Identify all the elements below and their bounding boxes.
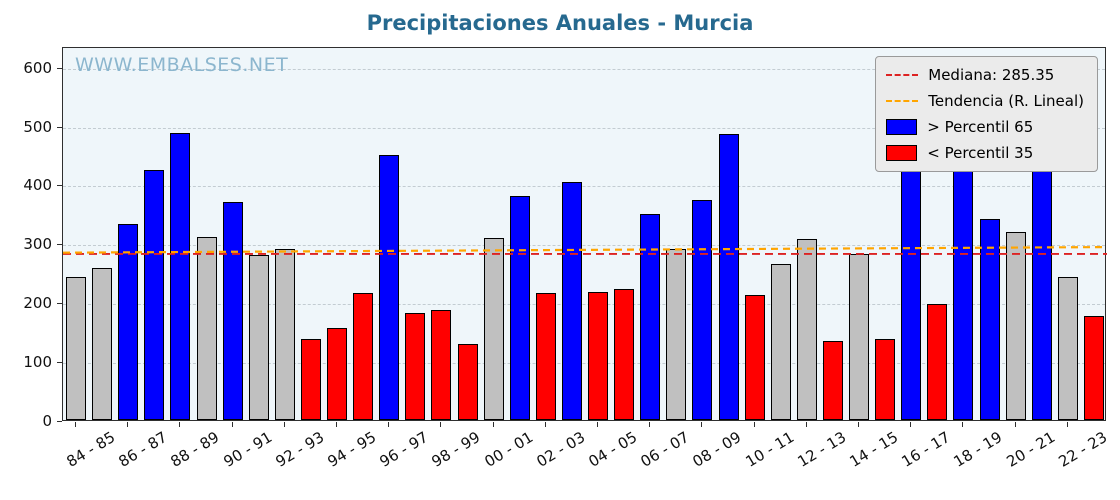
bar	[1083, 316, 1104, 420]
x-tick-mark	[597, 422, 599, 427]
y-tick-label: 400	[23, 176, 52, 195]
x-tick-mark	[1014, 422, 1016, 427]
x-tick-mark	[283, 422, 285, 427]
x-tick-mark	[231, 422, 233, 427]
bar	[405, 313, 426, 420]
grid-layer	[63, 48, 1105, 420]
bar	[640, 214, 661, 420]
legend-label: Mediana: 285.35	[928, 66, 1055, 84]
legend-label: Tendencia (R. Lineal)	[928, 92, 1084, 110]
y-tick-mark	[57, 185, 62, 187]
legend-patch-marker	[886, 145, 918, 161]
bar	[666, 249, 687, 420]
bar	[979, 218, 1000, 420]
bar	[1057, 277, 1078, 420]
bar	[535, 293, 556, 420]
legend-item-0: Mediana: 285.35	[886, 66, 1084, 84]
y-tick-label: 200	[23, 294, 52, 313]
bar	[822, 341, 843, 420]
y-tick-mark	[57, 303, 62, 305]
legend: Mediana: 285.35 Tendencia (R. Lineal) > Pe…	[875, 56, 1098, 172]
gridline	[63, 127, 1105, 129]
bar	[901, 166, 922, 420]
legend-line-marker	[886, 74, 919, 76]
x-tick-mark	[75, 422, 77, 427]
bar	[744, 295, 765, 420]
bar	[170, 133, 191, 420]
bar	[614, 289, 635, 420]
gridline	[63, 304, 1105, 306]
bar	[66, 277, 87, 420]
bar	[118, 224, 139, 420]
watermark: WWW.EMBALSES.NET	[75, 54, 289, 76]
y-tick-label: 600	[23, 58, 52, 77]
bar	[718, 133, 739, 420]
bar	[483, 238, 504, 420]
legend-label: < Percentil 35	[927, 144, 1034, 162]
legend-item-1: Tendencia (R. Lineal)	[886, 92, 1084, 110]
x-tick-mark	[336, 422, 338, 427]
y-tick-mark	[57, 421, 62, 422]
bar	[927, 303, 948, 420]
y-tick-label: 0	[42, 412, 52, 430]
bar	[222, 201, 243, 420]
gridline	[63, 245, 1105, 247]
bar	[692, 199, 713, 420]
bar	[875, 339, 896, 420]
bar	[1005, 231, 1026, 420]
x-tick-mark	[492, 422, 494, 427]
bar	[274, 249, 295, 420]
bar	[431, 309, 452, 420]
plot-area: WWW.EMBALSES.NET Mediana: 285.35 Tendenci…	[62, 47, 1107, 421]
legend-patch-marker	[886, 119, 918, 135]
x-tick-mark	[649, 422, 651, 427]
y-tick-label: 300	[23, 235, 52, 254]
gridline	[63, 363, 1105, 365]
legend-item-3: < Percentil 35	[886, 144, 1084, 162]
bar	[144, 169, 165, 420]
bar	[561, 182, 582, 420]
bar	[1031, 156, 1052, 420]
x-tick-mark	[701, 422, 703, 427]
x-tick-mark	[805, 422, 807, 427]
x-tick-mark	[127, 422, 129, 427]
bar	[796, 238, 817, 420]
bar	[300, 339, 321, 420]
y-tick-mark	[57, 126, 62, 128]
bar	[849, 253, 870, 420]
x-tick-mark	[858, 422, 860, 427]
bar	[770, 263, 791, 420]
bar	[588, 291, 609, 420]
gridline	[63, 68, 1105, 70]
x-tick-mark	[1066, 422, 1068, 427]
legend-item-2: > Percentil 65	[886, 118, 1084, 136]
bar	[196, 237, 217, 420]
bar	[379, 154, 400, 420]
x-tick-mark	[544, 422, 546, 427]
gridline	[63, 186, 1105, 188]
bar	[327, 328, 348, 420]
x-tick-mark	[962, 422, 964, 427]
x-tick-mark	[179, 422, 181, 427]
y-tick-mark	[57, 67, 62, 69]
x-tick-mark	[910, 422, 912, 427]
legend-line-marker	[886, 100, 919, 102]
y-tick-mark	[57, 244, 62, 246]
legend-label: > Percentil 65	[927, 118, 1034, 136]
bar	[509, 196, 530, 420]
x-tick-mark	[440, 422, 442, 427]
y-tick-label: 500	[23, 117, 52, 136]
y-tick-label: 100	[23, 353, 52, 372]
bar	[457, 344, 478, 420]
x-tick-mark	[388, 422, 390, 427]
bar	[92, 268, 113, 420]
chart-title: Precipitaciones Anuales - Murcia	[366, 11, 754, 35]
y-tick-mark	[57, 362, 62, 364]
bar	[353, 292, 374, 420]
bar	[248, 255, 269, 420]
x-tick-mark	[753, 422, 755, 427]
